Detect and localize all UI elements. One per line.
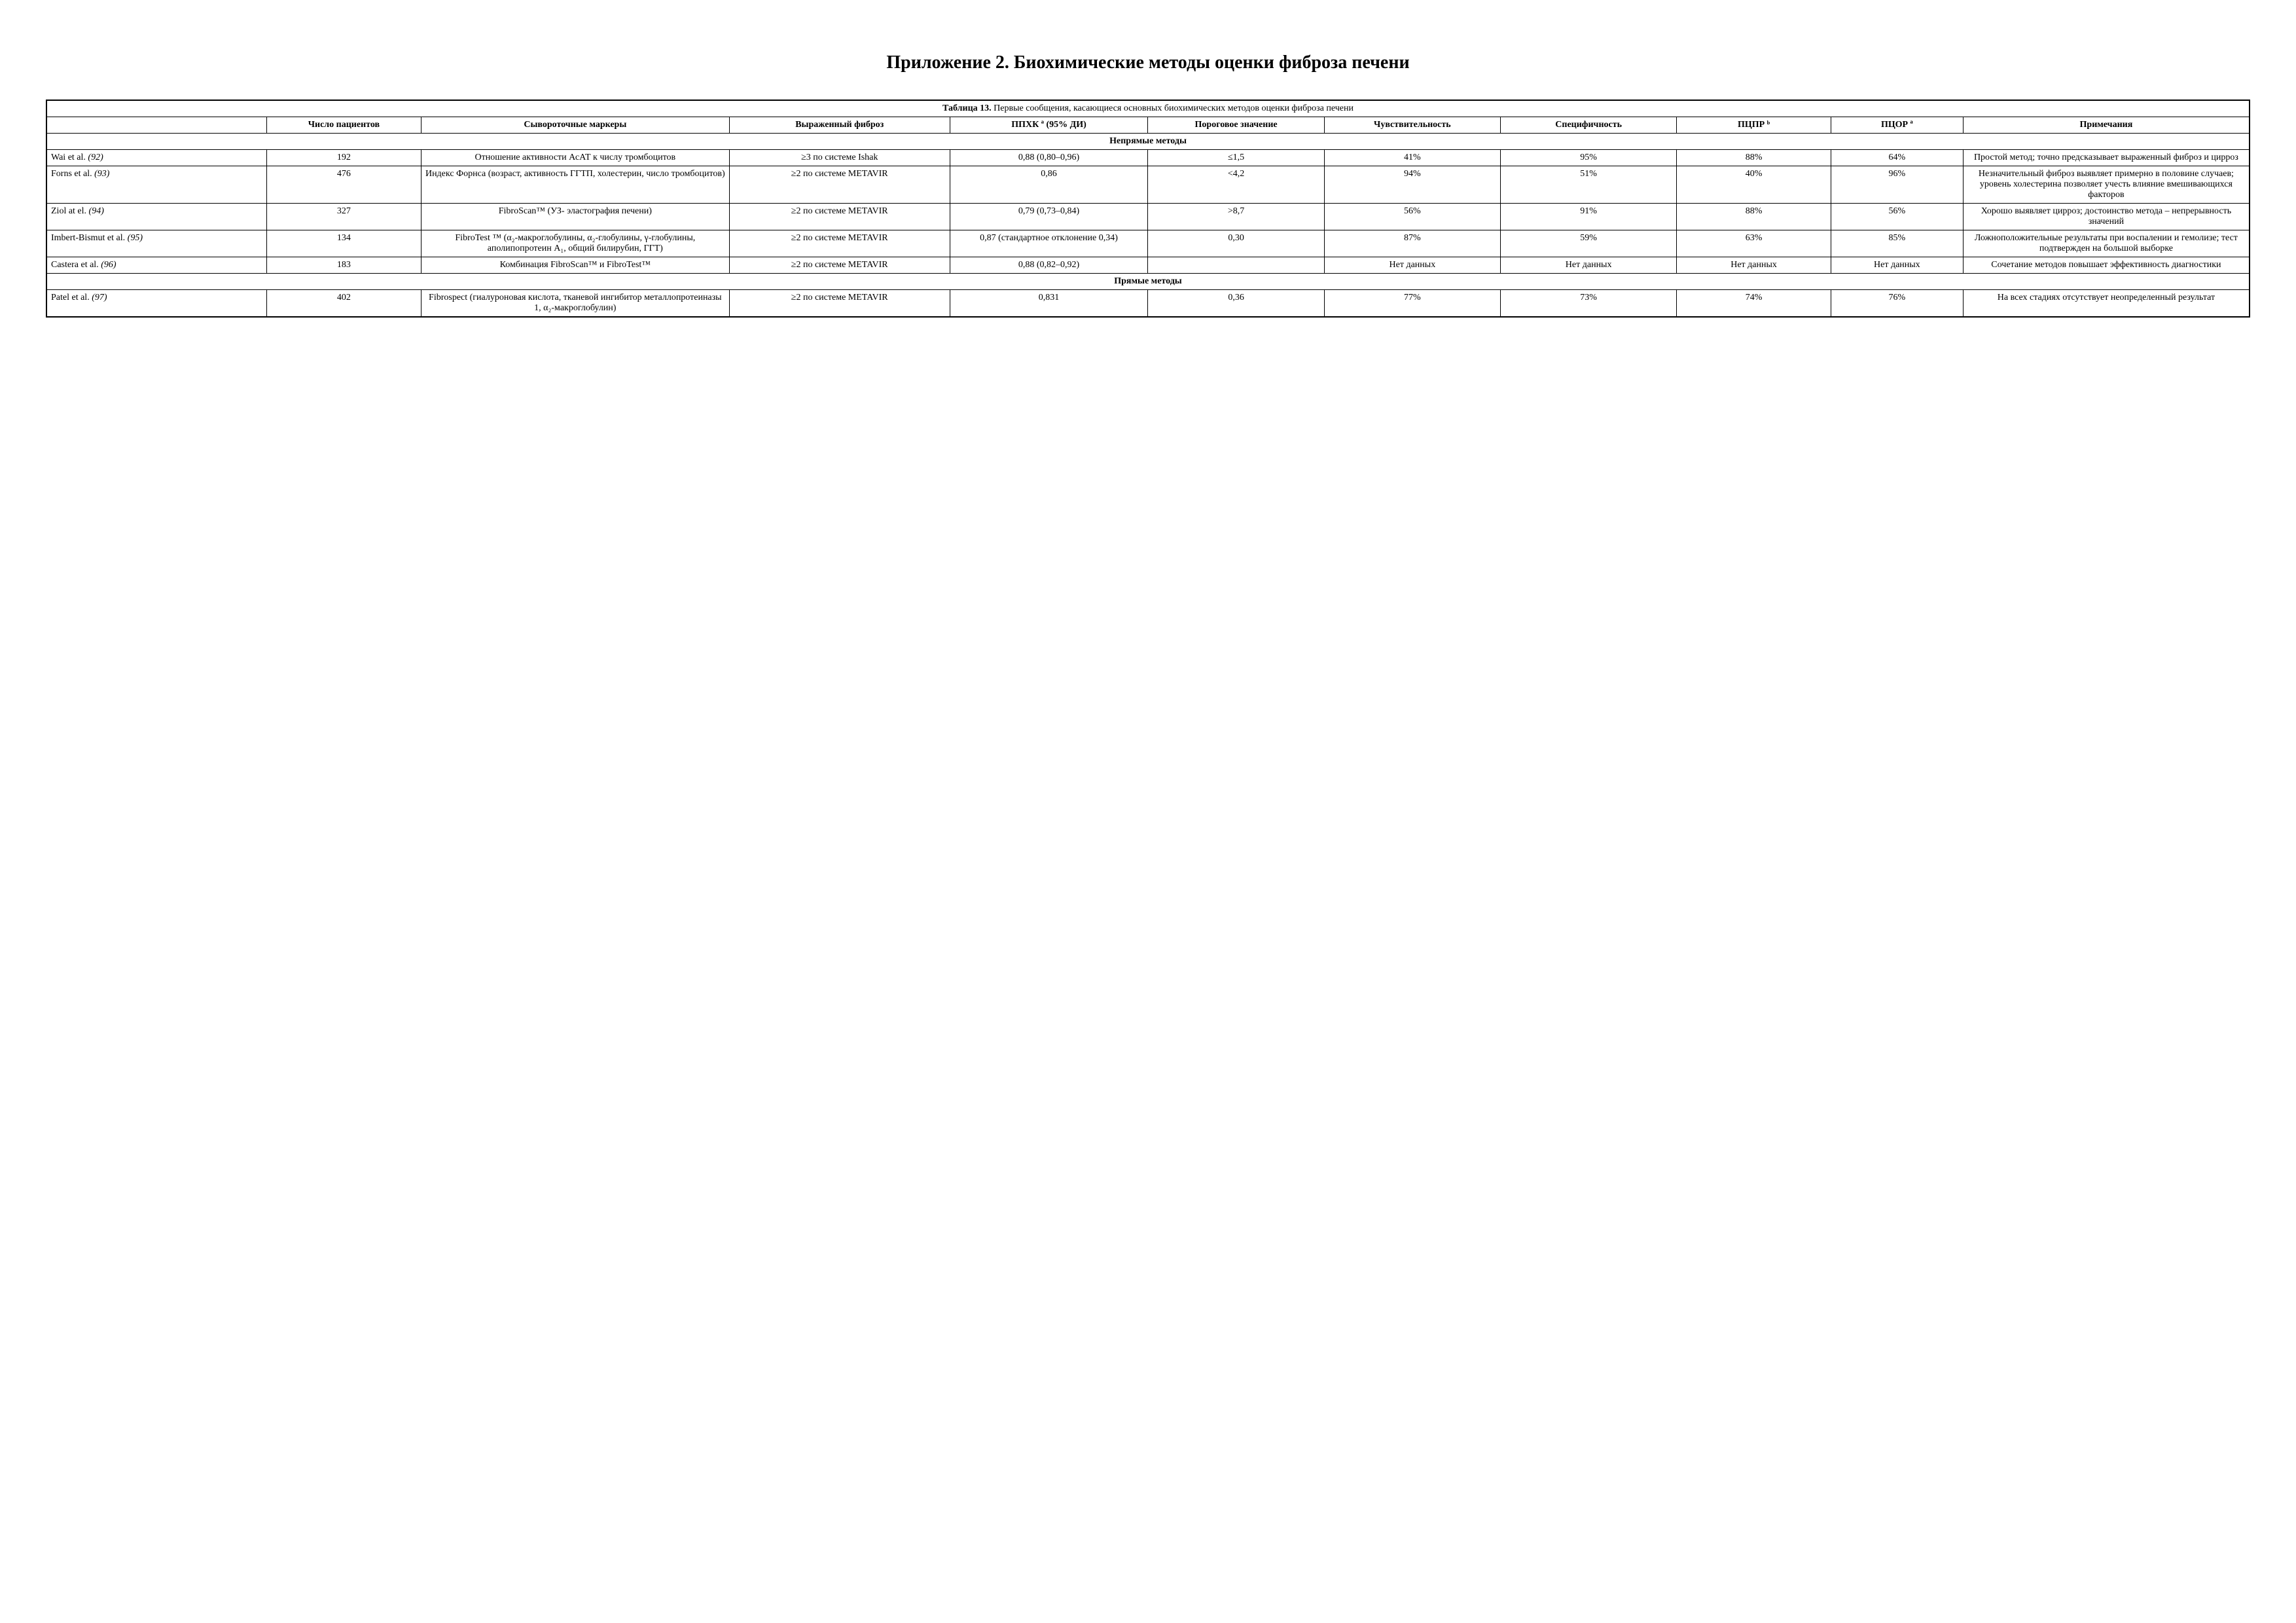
threshold-cell <box>1148 257 1324 274</box>
pcor-cell: 56% <box>1831 204 1963 230</box>
sensitivity-cell: 41% <box>1324 150 1500 166</box>
notes-cell: Простой метод; точно предсказывает выраж… <box>1963 150 2250 166</box>
section-header: Непрямые методы <box>46 134 2250 150</box>
ppxk-cell: 0,79 (0,73–0,84) <box>950 204 1148 230</box>
pcor-cell: Нет данных <box>1831 257 1963 274</box>
ppxk-cell: 0,87 (стандартное отклонение 0,34) <box>950 230 1148 257</box>
markers-cell: Fibrospect (гиалуроновая кислота, тканев… <box>421 290 729 318</box>
notes-cell: Хорошо выявляет цирроз; достоинство мето… <box>1963 204 2250 230</box>
fibrosis-cell: ≥2 по системе METAVIR <box>729 204 950 230</box>
markers-cell: Комбинация FibroScan™ и FibroTest™ <box>421 257 729 274</box>
threshold-cell: ≤1,5 <box>1148 150 1324 166</box>
column-header: Число пациентов <box>267 117 422 134</box>
specificity-cell: 51% <box>1501 166 1677 204</box>
notes-cell: Незначительный фиброз выявляет примерно … <box>1963 166 2250 204</box>
pcpr-cell: Нет данных <box>1677 257 1831 274</box>
table-row: Patel et al. (97)402Fibrospect (гиалурон… <box>46 290 2250 318</box>
sensitivity-cell: 56% <box>1324 204 1500 230</box>
pcpr-cell: 63% <box>1677 230 1831 257</box>
patients-cell: 183 <box>267 257 422 274</box>
pcor-cell: 85% <box>1831 230 1963 257</box>
pcor-cell: 64% <box>1831 150 1963 166</box>
fibrosis-table: Таблица 13. Первые сообщения, касающиеся… <box>46 100 2250 318</box>
patients-cell: 327 <box>267 204 422 230</box>
table-caption: Таблица 13. Первые сообщения, касающиеся… <box>46 100 2250 117</box>
reference-cell: Patel et al. (97) <box>46 290 267 318</box>
pcpr-cell: 88% <box>1677 150 1831 166</box>
table-row: Imbert-Bismut et al. (95)134FibroTest ™ … <box>46 230 2250 257</box>
column-header: Примечания <box>1963 117 2250 134</box>
column-header: Выраженный фиброз <box>729 117 950 134</box>
fibrosis-cell: ≥2 по системе METAVIR <box>729 257 950 274</box>
notes-cell: Сочетание методов повышает эффективность… <box>1963 257 2250 274</box>
patients-cell: 476 <box>267 166 422 204</box>
ppxk-cell: 0,88 (0,82–0,92) <box>950 257 1148 274</box>
pcor-cell: 96% <box>1831 166 1963 204</box>
fibrosis-cell: ≥2 по системе METAVIR <box>729 230 950 257</box>
column-header: Чувствительность <box>1324 117 1500 134</box>
specificity-cell: 95% <box>1501 150 1677 166</box>
fibrosis-cell: ≥2 по системе METAVIR <box>729 166 950 204</box>
patients-cell: 192 <box>267 150 422 166</box>
specificity-cell: 91% <box>1501 204 1677 230</box>
threshold-cell: 0,30 <box>1148 230 1324 257</box>
sensitivity-cell: 87% <box>1324 230 1500 257</box>
markers-cell: Индекс Форнса (возраст, активность ГГТП,… <box>421 166 729 204</box>
column-header: Сывороточные маркеры <box>421 117 729 134</box>
column-header <box>46 117 267 134</box>
specificity-cell: Нет данных <box>1501 257 1677 274</box>
column-header: Пороговое значение <box>1148 117 1324 134</box>
fibrosis-cell: ≥2 по системе METAVIR <box>729 290 950 318</box>
page-title: Приложение 2. Биохимические методы оценк… <box>46 52 2250 73</box>
pcpr-cell: 40% <box>1677 166 1831 204</box>
patients-cell: 134 <box>267 230 422 257</box>
notes-cell: На всех стадиях отсутствует неопределенн… <box>1963 290 2250 318</box>
column-header: ПЦОР ª <box>1831 117 1963 134</box>
patients-cell: 402 <box>267 290 422 318</box>
column-header: ПЦПР ᵇ <box>1677 117 1831 134</box>
threshold-cell: 0,36 <box>1148 290 1324 318</box>
threshold-cell: >8,7 <box>1148 204 1324 230</box>
table-row: Castera et al. (96)183Комбинация FibroSc… <box>46 257 2250 274</box>
ppxk-cell: 0,831 <box>950 290 1148 318</box>
pcpr-cell: 74% <box>1677 290 1831 318</box>
table-row: Forns et al. (93)476Индекс Форнса (возра… <box>46 166 2250 204</box>
markers-cell: Отношение активности АсАТ к числу тромбо… <box>421 150 729 166</box>
sensitivity-cell: 77% <box>1324 290 1500 318</box>
markers-cell: FibroScan™ (УЗ- эластография печени) <box>421 204 729 230</box>
reference-cell: Castera et al. (96) <box>46 257 267 274</box>
pcor-cell: 76% <box>1831 290 1963 318</box>
sensitivity-cell: 94% <box>1324 166 1500 204</box>
reference-cell: Wai et al. (92) <box>46 150 267 166</box>
specificity-cell: 59% <box>1501 230 1677 257</box>
ppxk-cell: 0,86 <box>950 166 1148 204</box>
reference-cell: Imbert-Bismut et al. (95) <box>46 230 267 257</box>
notes-cell: Ложноположительные результаты при воспал… <box>1963 230 2250 257</box>
sensitivity-cell: Нет данных <box>1324 257 1500 274</box>
table-row: Wai et al. (92)192Отношение активности А… <box>46 150 2250 166</box>
table-row: Ziol at el. (94)327FibroScan™ (УЗ- эласт… <box>46 204 2250 230</box>
ppxk-cell: 0,88 (0,80–0,96) <box>950 150 1148 166</box>
reference-cell: Forns et al. (93) <box>46 166 267 204</box>
pcpr-cell: 88% <box>1677 204 1831 230</box>
section-header: Прямые методы <box>46 274 2250 290</box>
reference-cell: Ziol at el. (94) <box>46 204 267 230</box>
specificity-cell: 73% <box>1501 290 1677 318</box>
column-header: Специфичность <box>1501 117 1677 134</box>
column-header: ППХК ª (95% ДИ) <box>950 117 1148 134</box>
markers-cell: FibroTest ™ (α₂-макроглобулины, α₂-глобу… <box>421 230 729 257</box>
fibrosis-cell: ≥3 по системе Ishak <box>729 150 950 166</box>
threshold-cell: <4,2 <box>1148 166 1324 204</box>
